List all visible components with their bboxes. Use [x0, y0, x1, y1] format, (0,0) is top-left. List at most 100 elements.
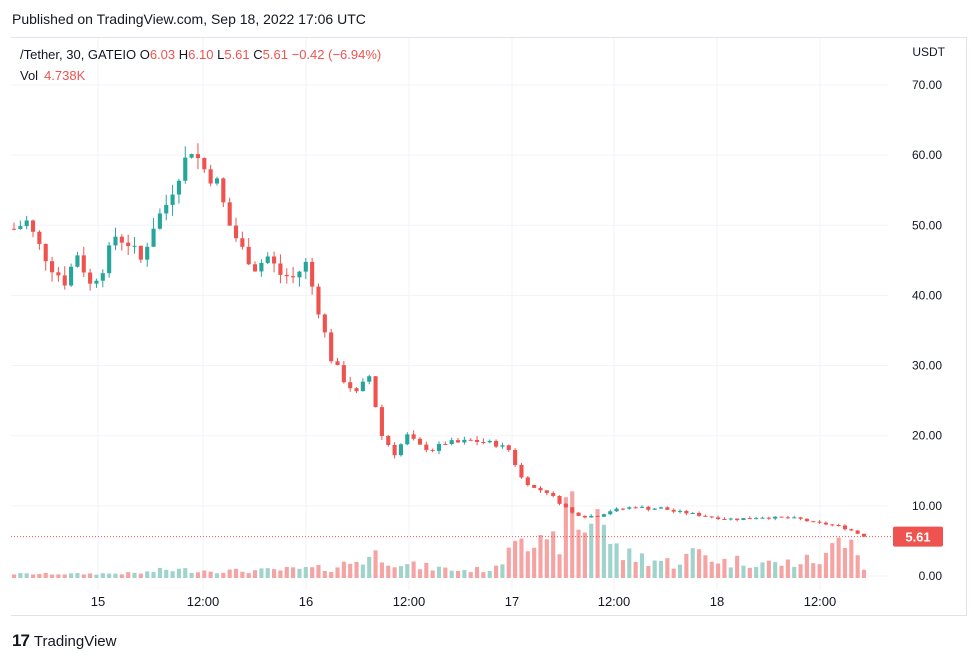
- candle-body: [582, 515, 587, 518]
- candle-body: [684, 510, 689, 514]
- volume-bar: [252, 570, 258, 578]
- volume-bar: [335, 567, 340, 578]
- volume-bar: [697, 549, 702, 578]
- volume-bar: [811, 563, 816, 578]
- open-value: 6.03: [149, 47, 176, 62]
- candle-body: [107, 245, 112, 274]
- volume-bar: [88, 573, 93, 578]
- candle-body: [252, 264, 258, 272]
- candle-body: [773, 516, 778, 519]
- currency-label: USDT: [912, 45, 945, 59]
- x-tick-label: 12:00: [804, 594, 837, 609]
- volume-bar: [189, 572, 194, 578]
- candle-body: [722, 518, 727, 520]
- volume-bar: [481, 572, 486, 578]
- candle-body: [557, 495, 562, 504]
- volume-bar: [424, 562, 429, 578]
- candle-body: [735, 518, 740, 521]
- volume-bar: [792, 566, 797, 578]
- candle-body: [367, 376, 372, 382]
- volume-bar: [214, 573, 220, 578]
- volume-bar: [278, 570, 283, 578]
- x-tick-label: 18: [710, 594, 724, 609]
- volume-bar: [728, 567, 733, 578]
- volume-bar: [265, 568, 270, 578]
- volume-bar: [608, 543, 613, 578]
- volume-bar: [652, 560, 657, 578]
- volume-bar: [506, 547, 511, 578]
- candle-body: [145, 246, 150, 260]
- volume-bar: [633, 562, 638, 578]
- volume-bar: [151, 572, 156, 578]
- candle-body: [297, 271, 302, 278]
- volume-bar: [817, 564, 822, 578]
- candle-body: [417, 438, 423, 445]
- x-tick-label: 16: [299, 594, 313, 609]
- candle-body: [658, 507, 664, 509]
- volume-bar: [310, 567, 315, 578]
- candle-body: [62, 275, 67, 286]
- candle-body: [855, 530, 860, 534]
- candle-body: [709, 516, 714, 518]
- candle-body: [551, 493, 556, 496]
- volume-bar: [221, 572, 226, 578]
- candle-body: [272, 256, 277, 264]
- volume-bar: [741, 565, 746, 578]
- volume-bar: [30, 574, 36, 578]
- candle-body: [398, 444, 404, 456]
- candle-body: [341, 365, 346, 383]
- volume-bar: [747, 567, 752, 578]
- high-label: H: [178, 47, 189, 62]
- volume-bar: [392, 567, 397, 578]
- symbol-label[interactable]: /Tether, 30, GATEIO: [20, 47, 137, 62]
- volume-bar: [627, 548, 632, 578]
- volume-label[interactable]: Vol: [20, 68, 39, 83]
- candle-body: [861, 533, 867, 537]
- candle-body: [202, 157, 207, 170]
- candle-body: [329, 332, 334, 362]
- volume-bar: [81, 574, 86, 578]
- candle-body: [620, 508, 626, 510]
- footer-brand[interactable]: 17 TradingView: [12, 631, 116, 651]
- volume-bar: [297, 568, 302, 578]
- volume-bar: [417, 569, 423, 578]
- volume-bar: [69, 573, 74, 578]
- volume-bar: [823, 552, 829, 578]
- volume-bar: [500, 564, 505, 578]
- candle-body: [525, 477, 530, 486]
- candle-body: [627, 507, 632, 509]
- volume-bar: [709, 561, 714, 578]
- ohlc-legend: /Tether, 30, GATEIO O6.03 H6.10 L5.61 C5…: [20, 47, 381, 62]
- volume-value: 4.738K: [44, 68, 86, 83]
- candle-body: [265, 256, 270, 263]
- change-value: −0.42 (−6.94%): [291, 47, 382, 62]
- candle-body: [240, 238, 245, 247]
- volume-bar: [329, 571, 334, 578]
- volume-bar: [589, 523, 594, 578]
- candle-body: [18, 226, 23, 229]
- volume-bar: [386, 565, 391, 578]
- low-label: L: [217, 47, 225, 62]
- candle-body: [43, 243, 48, 262]
- volume-bar: [43, 572, 48, 578]
- candle-body: [576, 512, 581, 516]
- volume-bar: [107, 573, 112, 578]
- x-tick-label: 15: [91, 594, 105, 609]
- candle-body: [798, 517, 803, 519]
- volume-bar: [430, 570, 435, 578]
- candle-body: [69, 266, 74, 286]
- volume-bar: [411, 561, 416, 578]
- candle-body: [842, 525, 848, 530]
- volume-bar: [494, 565, 499, 578]
- volume-bar: [18, 573, 23, 578]
- candle-body: [665, 507, 670, 510]
- candle-body: [728, 518, 733, 520]
- candle-body: [677, 510, 683, 512]
- volume-bar: [639, 553, 645, 578]
- candle-body: [754, 518, 759, 520]
- volume-bar: [735, 555, 740, 578]
- y-tick-label: 60.00: [912, 148, 942, 162]
- volume-legend: Vol 4.738K: [20, 68, 85, 83]
- candle-body: [348, 382, 353, 389]
